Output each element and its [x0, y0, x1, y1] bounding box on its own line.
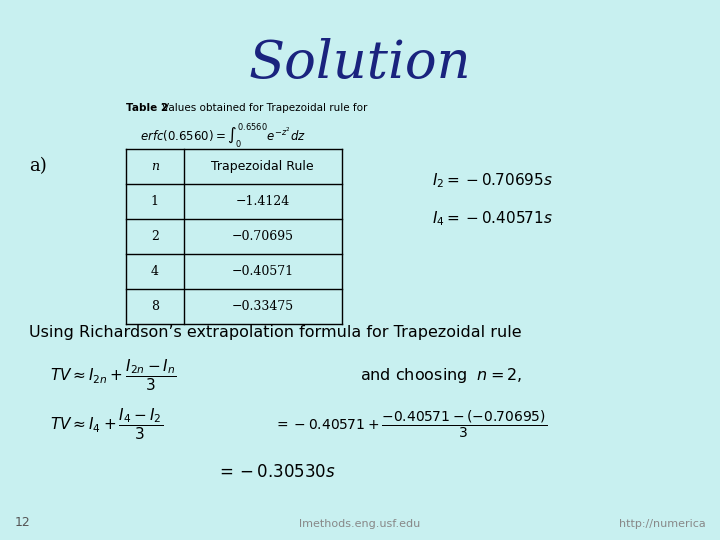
- Text: $TV \approx I_{2n} + \dfrac{I_{2n} - I_n}{3}$: $TV \approx I_{2n} + \dfrac{I_{2n} - I_n…: [50, 357, 177, 393]
- Text: http://numerica: http://numerica: [619, 519, 706, 529]
- Text: 4: 4: [150, 265, 159, 278]
- Text: $= -0.40571 + \dfrac{-0.40571-(-0.70695)}{3}$: $= -0.40571 + \dfrac{-0.40571-(-0.70695)…: [274, 408, 546, 440]
- Text: a): a): [29, 157, 47, 174]
- Text: Solution: Solution: [248, 38, 472, 89]
- Text: −0.40571: −0.40571: [232, 265, 294, 278]
- Text: and choosing  $n=2,$: and choosing $n=2,$: [360, 366, 523, 385]
- Text: −1.4124: −1.4124: [235, 194, 290, 208]
- Text: $I_2 = -0.70695s$: $I_2 = -0.70695s$: [432, 172, 553, 190]
- Text: n: n: [150, 159, 159, 173]
- Text: 12: 12: [14, 516, 30, 529]
- Text: Table 2: Table 2: [126, 103, 172, 113]
- Text: $TV \approx I_4 + \dfrac{I_4 - I_2}{3}$: $TV \approx I_4 + \dfrac{I_4 - I_2}{3}$: [50, 406, 163, 442]
- Text: $I_4 = -0.40571s$: $I_4 = -0.40571s$: [432, 210, 553, 228]
- Text: 1: 1: [150, 194, 159, 208]
- Text: 8: 8: [150, 300, 159, 313]
- Text: Using Richardson’s extrapolation formula for Trapezoidal rule: Using Richardson’s extrapolation formula…: [29, 325, 521, 340]
- Text: lmethods.eng.usf.edu: lmethods.eng.usf.edu: [300, 519, 420, 529]
- Text: Values obtained for Trapezoidal rule for: Values obtained for Trapezoidal rule for: [162, 103, 367, 113]
- Text: $= -0.30530s$: $= -0.30530s$: [216, 464, 336, 481]
- Text: 2: 2: [151, 230, 158, 243]
- Text: Trapezoidal Rule: Trapezoidal Rule: [212, 159, 314, 173]
- Text: $erfc(0.6560)= \int_{0}^{0.6560} e^{-z^2}dz$: $erfc(0.6560)= \int_{0}^{0.6560} e^{-z^2…: [140, 122, 306, 150]
- Text: −0.33475: −0.33475: [232, 300, 294, 313]
- Text: −0.70695: −0.70695: [232, 230, 294, 243]
